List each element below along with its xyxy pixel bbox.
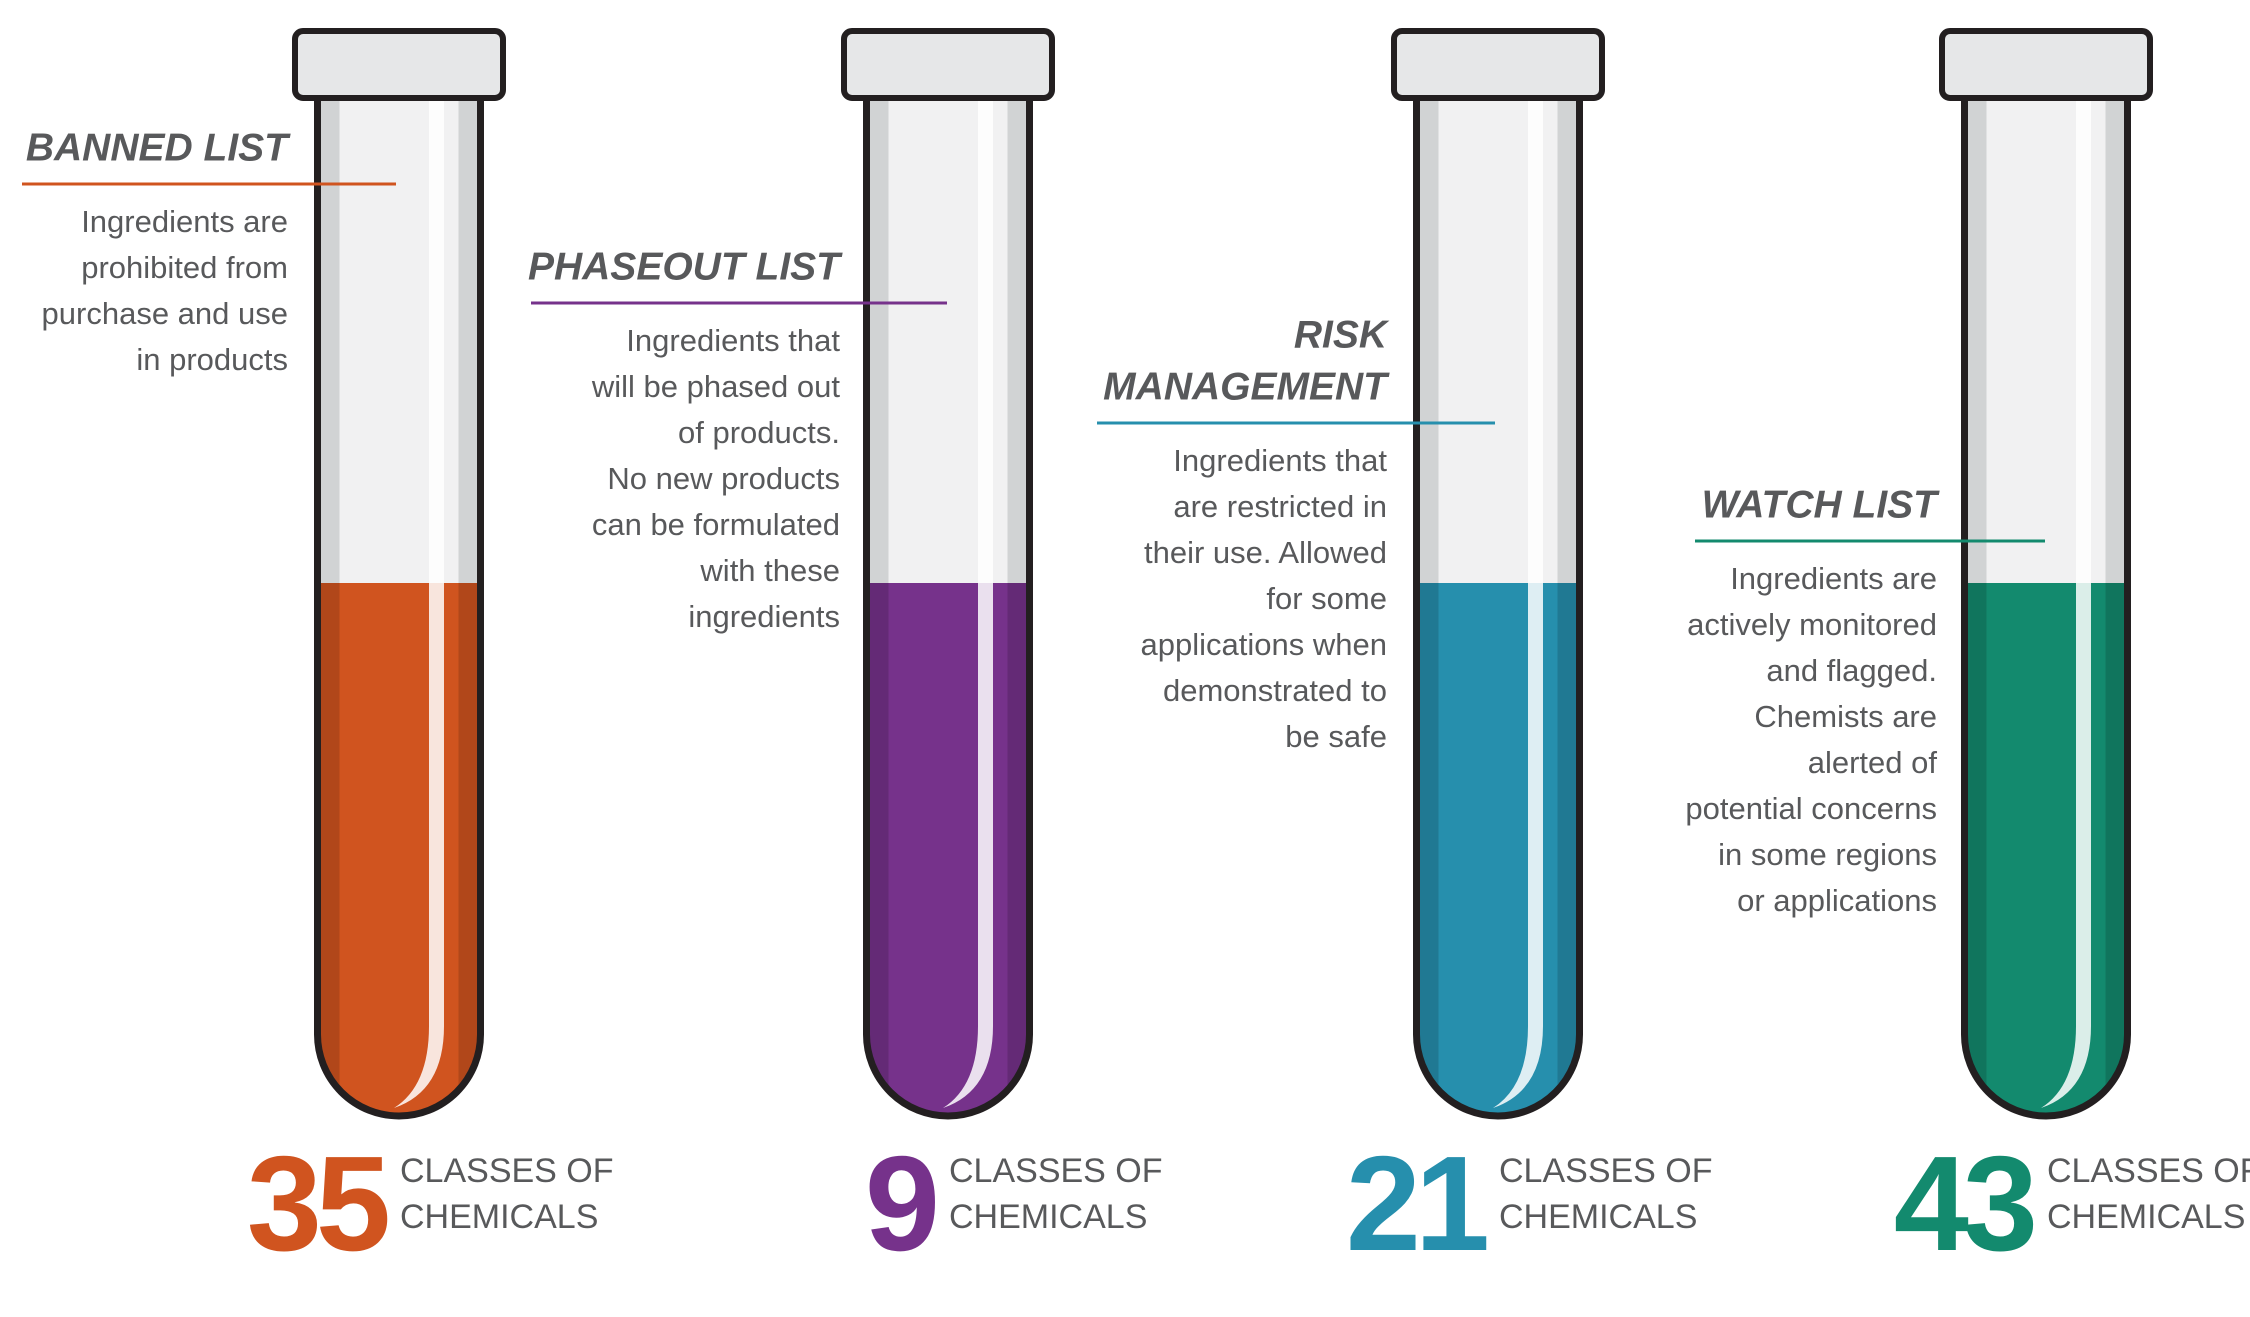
description-line: actively monitored xyxy=(1687,607,1937,642)
liquid xyxy=(1416,583,1580,1116)
description-line: in products xyxy=(136,342,288,377)
count-unit: CHEMICALS xyxy=(400,1198,598,1236)
liquid xyxy=(1964,583,2128,1116)
tube-outline xyxy=(314,98,484,1120)
description-line: in some regions xyxy=(1718,837,1937,872)
tube-cap xyxy=(292,28,506,101)
count-unit: CHEMICALS xyxy=(1499,1198,1697,1236)
description-line: alerted of xyxy=(1808,745,1938,780)
test-tube xyxy=(317,98,481,1116)
liquid-shade xyxy=(317,583,340,1116)
highlight xyxy=(1493,98,1543,1108)
description-line: Ingredients that xyxy=(626,323,840,358)
description-line: their use. Allowed xyxy=(1144,535,1387,570)
liquid-shade xyxy=(1964,583,1987,1116)
test-tube xyxy=(1416,98,1580,1116)
description-line: of products. xyxy=(678,415,840,450)
list-title: RISK xyxy=(1294,313,1390,356)
description-line: for some xyxy=(1266,581,1387,616)
tube-outline xyxy=(1961,98,2131,1120)
tube-cap xyxy=(1939,28,2153,101)
liquid-shade xyxy=(1416,583,1439,1116)
tube-outline xyxy=(863,98,1033,1120)
tube-cap xyxy=(1391,28,1605,101)
liquid-shade-right xyxy=(458,583,481,1116)
description-line: Ingredients are xyxy=(81,204,288,239)
count-unit: CHEMICALS xyxy=(2047,1198,2245,1236)
description-line: prohibited from xyxy=(81,250,288,285)
description-line: with these xyxy=(699,553,840,588)
count: 21 xyxy=(1346,1128,1487,1279)
description-line: potential concerns xyxy=(1685,791,1937,826)
test-tube xyxy=(866,98,1030,1116)
description-line: demonstrated to xyxy=(1163,673,1387,708)
liquid-shade-right xyxy=(1007,583,1030,1116)
description-line: ingredients xyxy=(688,599,840,634)
liquid xyxy=(317,583,481,1116)
list-title: PHASEOUT LIST xyxy=(528,245,843,288)
count: 35 xyxy=(247,1128,388,1279)
description-line: are restricted in xyxy=(1173,489,1387,524)
count-unit: CHEMICALS xyxy=(949,1198,1147,1236)
description-line: can be formulated xyxy=(592,507,840,542)
list-title: MANAGEMENT xyxy=(1103,365,1390,408)
description-line: or applications xyxy=(1737,883,1937,918)
count: 43 xyxy=(1894,1128,2034,1279)
count-unit: CLASSES OF xyxy=(1499,1152,1713,1190)
tube-outline xyxy=(1413,98,1583,1120)
description-line: Chemists are xyxy=(1754,699,1937,734)
description-line: will be phased out xyxy=(591,369,841,404)
liquid-shade-right xyxy=(1557,583,1580,1116)
liquid xyxy=(866,583,1030,1116)
test-tube xyxy=(1964,98,2128,1116)
description-line: Ingredients are xyxy=(1730,561,1937,596)
liquid-shade-right xyxy=(2105,583,2128,1116)
highlight xyxy=(2041,98,2091,1108)
tube-cap xyxy=(841,28,1055,101)
highlight xyxy=(943,98,993,1108)
highlight xyxy=(394,98,444,1108)
description-line: and flagged. xyxy=(1766,653,1937,688)
list-title: BANNED LIST xyxy=(26,126,291,169)
count: 9 xyxy=(865,1128,936,1279)
liquid-shade xyxy=(866,583,889,1116)
count-unit: CLASSES OF xyxy=(2047,1152,2250,1190)
description-line: applications when xyxy=(1141,627,1387,662)
count-unit: CLASSES OF xyxy=(949,1152,1163,1190)
count-unit: CLASSES OF xyxy=(400,1152,614,1190)
description-line: be safe xyxy=(1285,719,1387,754)
list-title: WATCH LIST xyxy=(1702,483,1941,526)
description-line: purchase and use xyxy=(42,296,288,331)
description-line: Ingredients that xyxy=(1173,443,1387,478)
description-line: No new products xyxy=(607,461,840,496)
